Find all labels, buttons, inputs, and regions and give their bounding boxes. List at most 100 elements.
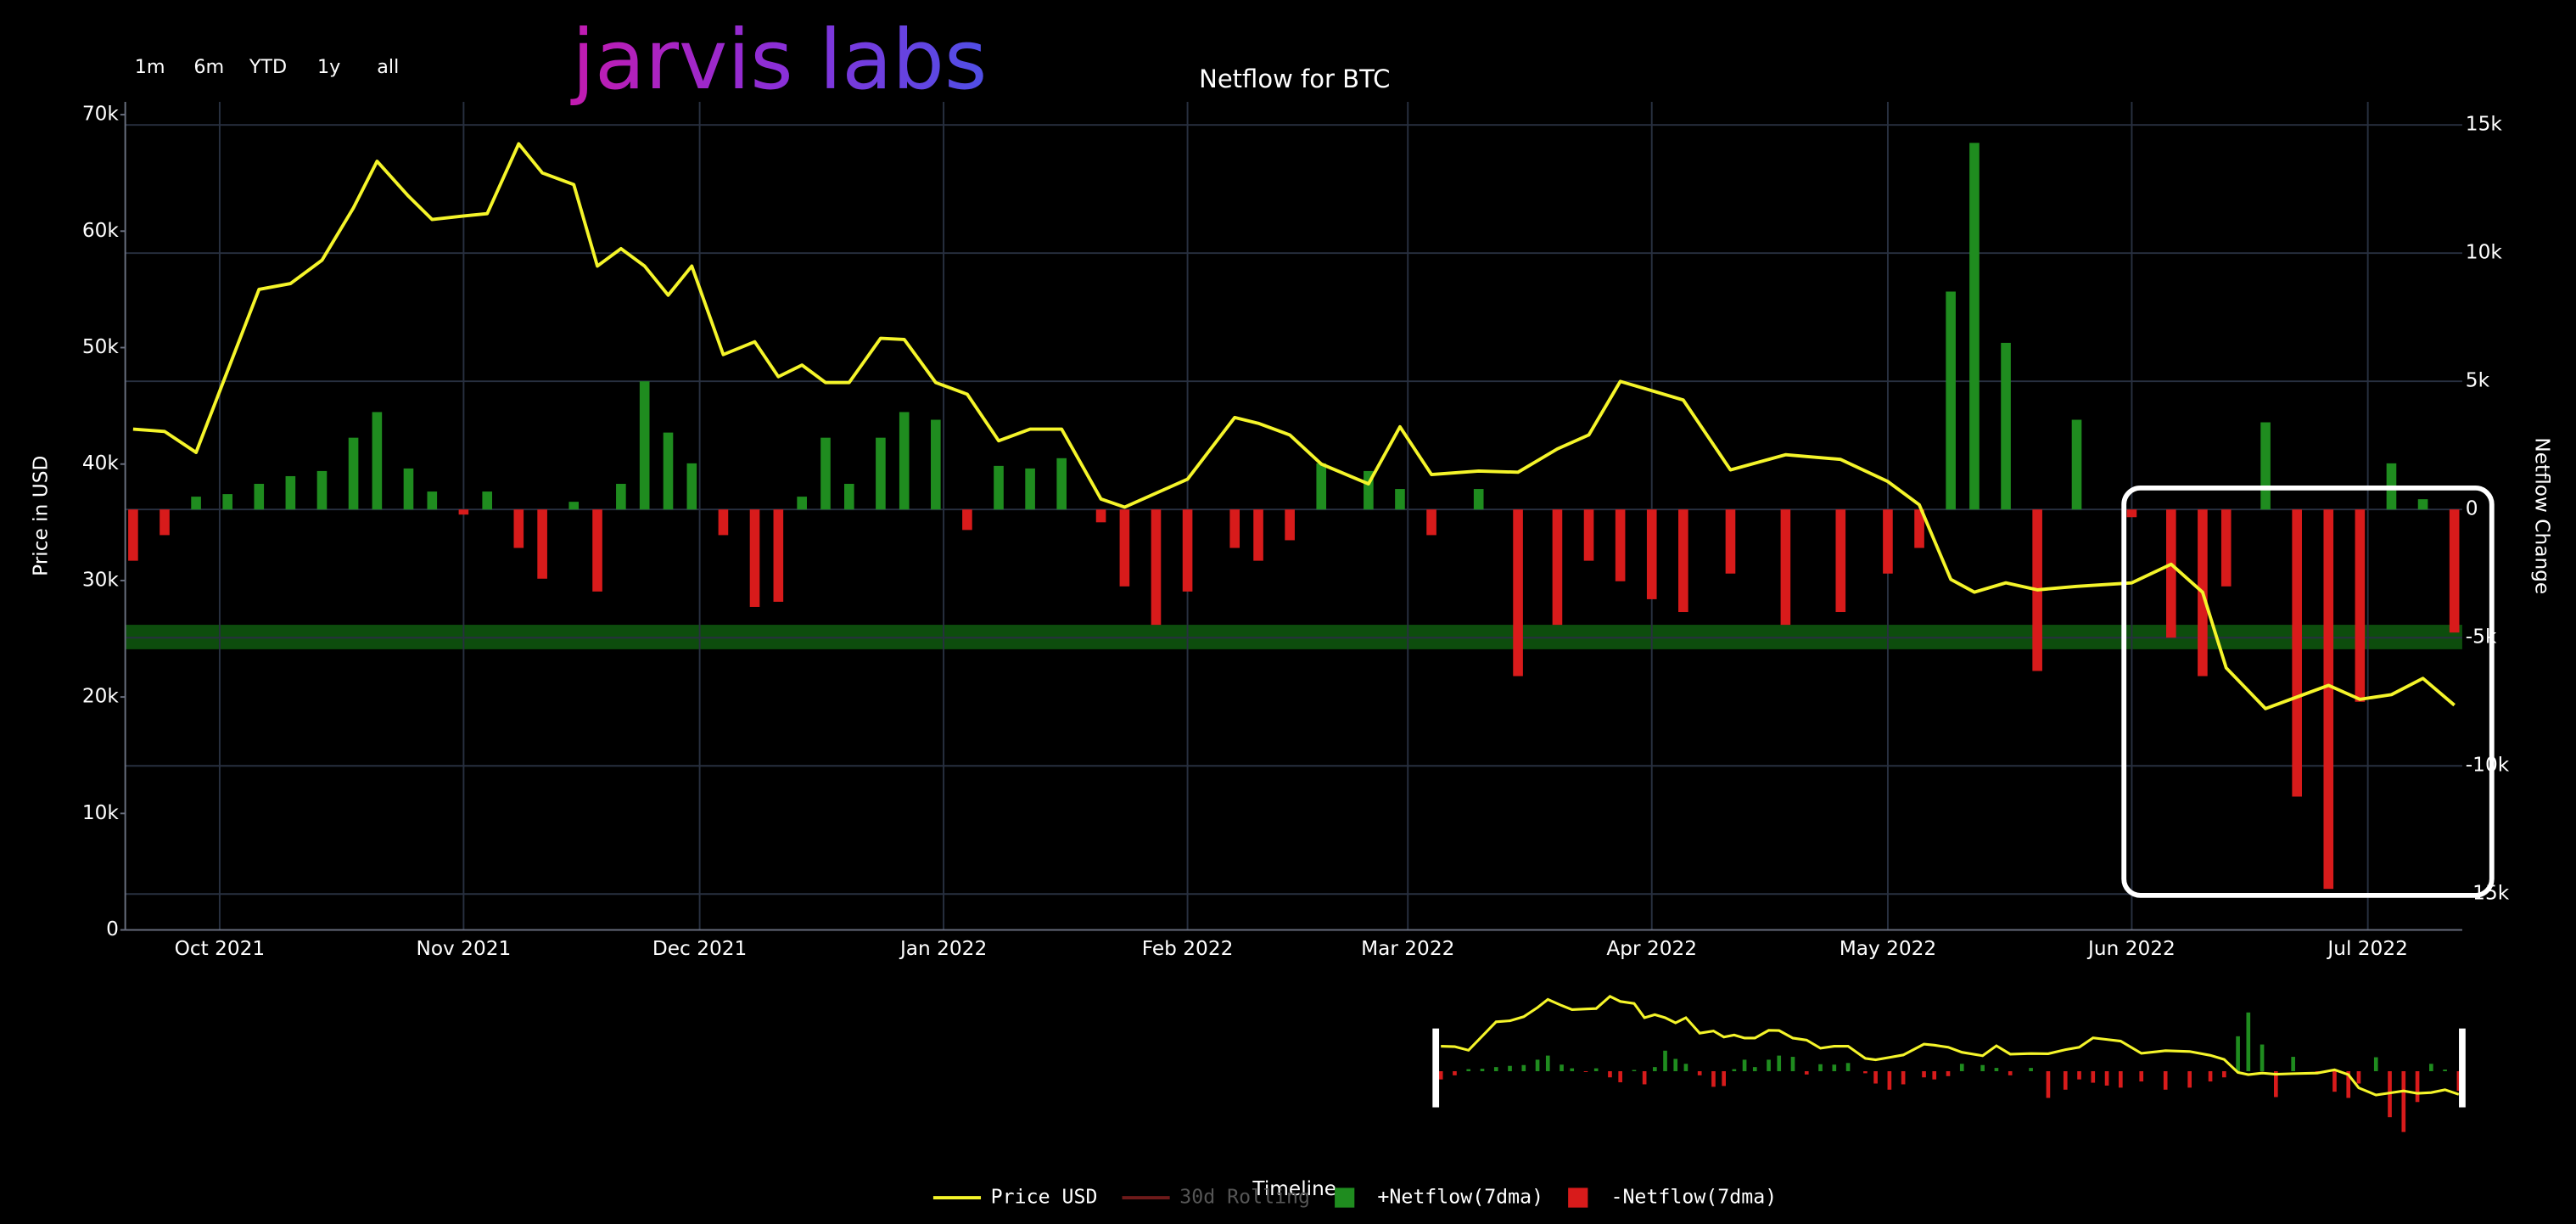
netflow-bar xyxy=(1914,509,1924,548)
mini-netflow-bar xyxy=(1932,1070,1937,1080)
mini-netflow-bar xyxy=(1732,1069,1737,1071)
mini-netflow-bar xyxy=(2008,1070,2013,1075)
netflow-bar xyxy=(1285,509,1295,541)
netflow-bar xyxy=(592,509,602,592)
mini-netflow-bar xyxy=(1570,1068,1575,1071)
mini-netflow-bar xyxy=(1466,1069,1471,1071)
legend-label[interactable]: -Netflow(7dma) xyxy=(1610,1186,1777,1209)
netflow-bar xyxy=(899,412,910,510)
netflow-bar xyxy=(1552,509,1563,626)
range-button[interactable]: all xyxy=(377,56,399,78)
mini-netflow-bar xyxy=(1560,1064,1564,1071)
mini-netflow-bar xyxy=(1832,1064,1837,1071)
mini-netflow-bar xyxy=(1632,1070,1637,1071)
y2-tick-label: 0 xyxy=(2466,497,2478,520)
netflow-bar xyxy=(1119,509,1130,587)
netflow-bar xyxy=(1253,509,1263,561)
mini-netflow-bar xyxy=(2046,1070,2051,1098)
mini-netflow-bar xyxy=(1508,1065,1512,1071)
netflow-bar xyxy=(2126,509,2137,518)
netflow-bar xyxy=(222,494,232,510)
range-button[interactable]: 1m xyxy=(135,56,165,78)
x-tick-label: May 2022 xyxy=(1840,937,1936,960)
mini-netflow-bar xyxy=(2260,1044,2265,1071)
netflow-bar xyxy=(316,470,328,510)
annotation-box xyxy=(2121,485,2495,898)
mini-netflow-bar xyxy=(2163,1070,2168,1090)
netflow-bar xyxy=(1056,458,1067,510)
netflow-bar xyxy=(1615,509,1626,581)
netflow-bar xyxy=(1969,143,1980,510)
netflow-bar xyxy=(1835,509,1846,613)
mini-netflow-bar xyxy=(1790,1057,1795,1071)
x-tick-label: Jul 2022 xyxy=(2326,937,2408,960)
netflow-bar xyxy=(820,437,831,510)
netflow-bar xyxy=(1364,470,1374,510)
netflow-bar xyxy=(1095,509,1106,523)
mini-netflow-bar xyxy=(1922,1070,1926,1078)
mini-netflow-bar xyxy=(1980,1064,1985,1071)
mini-netflow-bar xyxy=(1873,1070,1878,1084)
mini-netflow-bar xyxy=(2236,1036,2240,1071)
legend-label[interactable]: 30d Rolling xyxy=(1179,1186,1310,1209)
y-tick-label: 50k xyxy=(82,335,120,358)
netflow-bar xyxy=(1513,509,1523,677)
range-button[interactable]: 1y xyxy=(317,56,340,78)
mini-netflow-bar xyxy=(2187,1070,2192,1088)
mini-netflow-bar xyxy=(1438,1070,1443,1080)
mini-netflow-bar xyxy=(2415,1070,2420,1103)
legend-label[interactable]: Price USD xyxy=(991,1186,1098,1209)
legend-swatch xyxy=(1335,1188,1355,1208)
netflow-bar xyxy=(458,509,469,515)
range-button[interactable]: YTD xyxy=(249,56,287,78)
brand-logo: jarvis labs xyxy=(570,12,987,108)
y-tick-label: 70k xyxy=(82,103,120,126)
mini-netflow-bar xyxy=(1959,1064,1964,1071)
netflow-bar xyxy=(1946,291,1956,510)
mini-netflow-bar xyxy=(2274,1070,2278,1098)
legend-label[interactable]: +Netflow(7dma) xyxy=(1377,1186,1543,1209)
mini-netflow-bar xyxy=(1453,1070,1457,1075)
netflow-bar xyxy=(1473,489,1484,510)
netflow-bar xyxy=(639,381,650,510)
x-tick-label: Apr 2022 xyxy=(1606,937,1697,960)
mini-netflow-bar xyxy=(1697,1070,1702,1075)
slider-handle[interactable] xyxy=(2459,1028,2466,1108)
x-tick-label: Feb 2022 xyxy=(1142,937,1234,960)
mini-netflow-bar xyxy=(2373,1057,2378,1071)
mini-netflow-bar xyxy=(2356,1070,2361,1084)
mini-netflow-bar xyxy=(1545,1055,1550,1071)
slider-label: Timeline xyxy=(1252,1177,1336,1200)
plot-area: Oct 2021 Nov 2021 Dec 2021 Jan 2022 Feb 2022… xyxy=(82,102,2510,960)
y2-tick-label: 15k xyxy=(2466,113,2503,136)
y2-tick-label: 5k xyxy=(2466,369,2490,392)
range-button[interactable]: 6m xyxy=(193,56,224,78)
slider-handle[interactable] xyxy=(1432,1028,1440,1108)
netflow-bar xyxy=(616,484,626,510)
range-slider[interactable] xyxy=(1438,994,2461,1132)
netflow-bar xyxy=(160,509,170,536)
mini-netflow-bar xyxy=(1863,1070,1868,1074)
netflow-bar xyxy=(513,509,524,548)
mini-netflow-bar xyxy=(1673,1058,1678,1071)
mini-netflow-bar xyxy=(1663,1050,1667,1071)
netflow-bar xyxy=(537,509,547,579)
mini-netflow-bar xyxy=(2104,1070,2109,1086)
mini-netflow-bar xyxy=(1583,1070,1588,1072)
netflow-bar xyxy=(1395,489,1405,510)
netflow-bar xyxy=(1025,468,1035,510)
x-tick-label: Dec 2021 xyxy=(652,937,747,960)
mini-netflow-bar xyxy=(1752,1067,1757,1071)
netflow-bar xyxy=(773,509,784,602)
mini-netflow-bar xyxy=(1804,1070,1809,1075)
netflow-bar xyxy=(2165,509,2176,638)
mini-netflow-bar xyxy=(2401,1070,2406,1132)
netflow-bar xyxy=(1316,463,1327,510)
netflow-bar xyxy=(1883,509,1893,574)
y2-axis-label: Netflow Change xyxy=(2530,437,2553,594)
mini-netflow-bar xyxy=(1711,1070,1716,1087)
netflow-bar xyxy=(962,509,972,531)
netflow-bar xyxy=(931,419,941,510)
netflow-bar xyxy=(843,484,854,510)
